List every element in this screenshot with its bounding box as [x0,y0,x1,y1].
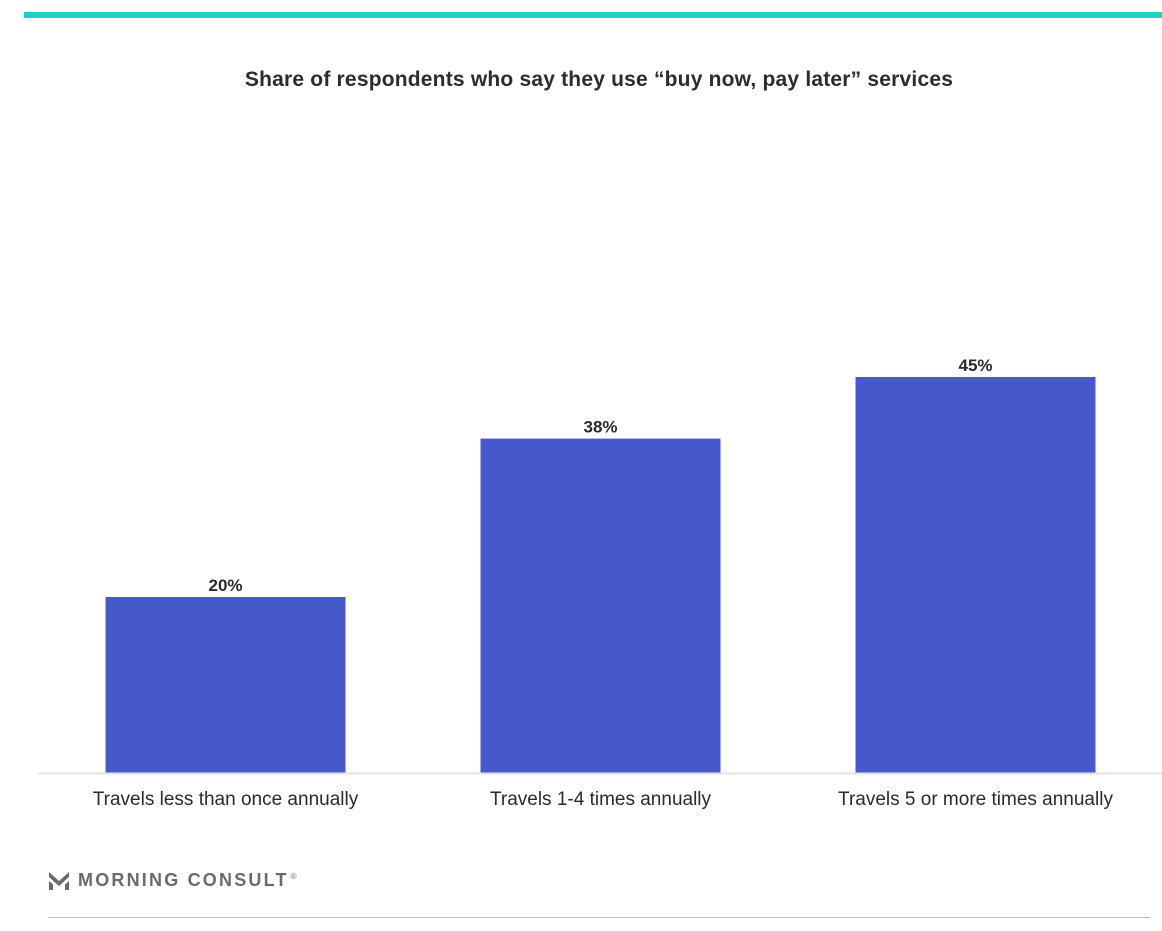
footer-brand: MORNING CONSULT ® [48,868,297,892]
top-accent-rule [24,12,1162,18]
bar-2 [480,438,721,773]
category-label-2: Travels 1-4 times annually [490,789,712,810]
brand-name: MORNING CONSULT [78,869,289,890]
chart-title: Share of respondents who say they use “b… [244,68,954,91]
morning-consult-m-icon [49,872,69,890]
category-label-3: Travels 5 or more times annually [838,789,1113,810]
bottom-divider [48,917,1150,918]
bar-chart: 20% Travels less than once annually 38% Tra… [38,356,1162,810]
bar-value-label-1: 20% [208,576,242,595]
category-label-1: Travels less than once annually [93,789,359,810]
registered-mark: ® [290,871,297,881]
labels-layer: 20% Travels less than once annually 38% Tra… [93,356,1114,810]
bar-value-label-2: 38% [583,418,617,437]
bar-value-label-3: 45% [958,356,992,375]
bar-3 [855,377,1096,773]
bars-layer [105,377,1096,773]
bar-1 [105,597,346,773]
